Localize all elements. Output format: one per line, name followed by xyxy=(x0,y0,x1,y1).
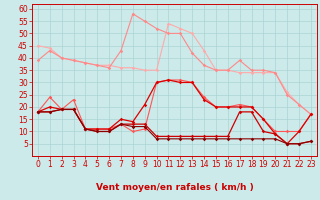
X-axis label: Vent moyen/en rafales ( km/h ): Vent moyen/en rafales ( km/h ) xyxy=(96,183,253,192)
